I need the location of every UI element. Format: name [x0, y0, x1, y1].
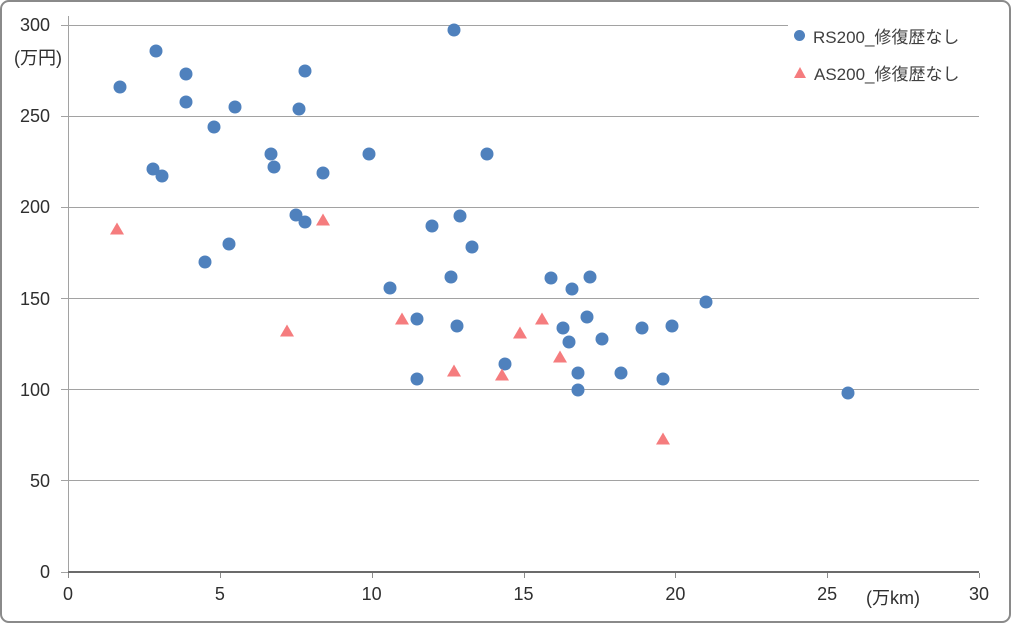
data-point-rs200 — [571, 383, 585, 397]
data-point-as200 — [495, 368, 510, 381]
gridline — [68, 389, 979, 391]
data-point-rs200 — [292, 102, 306, 116]
gridline — [68, 206, 979, 208]
data-point-rs200 — [264, 147, 278, 161]
data-point-rs200 — [556, 321, 570, 335]
data-point-rs200 — [447, 23, 461, 37]
data-point-rs200 — [444, 270, 458, 284]
data-point-rs200 — [544, 271, 558, 285]
data-point-rs200 — [222, 237, 236, 251]
data-point-as200 — [552, 350, 567, 363]
y-tick — [61, 480, 68, 482]
data-point-rs200 — [425, 219, 439, 233]
y-tick-label: 300 — [19, 15, 50, 35]
data-point-rs200 — [635, 321, 649, 335]
data-point-rs200 — [410, 312, 424, 326]
data-point-as200 — [446, 364, 461, 377]
x-tick-label: 20 — [665, 584, 686, 604]
data-point-rs200 — [362, 147, 376, 161]
y-tick-label: 0 — [39, 562, 50, 582]
data-point-rs200 — [113, 80, 127, 94]
data-point-as200 — [656, 432, 671, 445]
legend-item-as200: AS200_修復歴なし — [794, 54, 1006, 91]
data-point-as200 — [395, 312, 410, 325]
data-point-rs200 — [453, 209, 467, 223]
legend: RS200_修復歴なし AS200_修復歴なし — [788, 15, 1006, 93]
x-tick — [979, 573, 980, 578]
data-point-rs200 — [410, 372, 424, 386]
x-tick — [68, 573, 69, 578]
gridline — [68, 115, 979, 117]
data-point-rs200 — [565, 282, 579, 296]
data-point-rs200 — [571, 366, 585, 380]
data-point-rs200 — [450, 319, 464, 333]
x-tick-label: 5 — [214, 584, 225, 604]
data-point-rs200 — [595, 332, 609, 346]
x-tick — [827, 573, 829, 578]
data-point-as200 — [316, 213, 331, 226]
data-point-as200 — [513, 326, 528, 339]
data-point-rs200 — [155, 169, 169, 183]
x-tick-label: 10 — [361, 584, 382, 604]
data-point-rs200 — [198, 255, 212, 269]
data-point-rs200 — [228, 100, 242, 114]
y-tick — [61, 206, 68, 208]
data-point-rs200 — [665, 319, 679, 333]
data-point-rs200 — [267, 160, 281, 174]
data-point-rs200 — [614, 366, 628, 380]
x-tick — [371, 573, 373, 578]
data-point-rs200 — [298, 64, 312, 78]
data-point-rs200 — [583, 270, 597, 284]
x-tick — [523, 573, 525, 578]
data-point-rs200 — [298, 215, 312, 229]
y-tick-label: 100 — [19, 379, 50, 400]
x-tick-label: 30 — [968, 584, 990, 604]
legend-item-rs200: RS200_修復歴なし — [794, 17, 1006, 54]
x-tick — [675, 573, 677, 578]
data-point-rs200 — [465, 240, 479, 254]
y-tick — [61, 24, 68, 26]
data-point-rs200 — [149, 44, 163, 58]
gridline — [68, 480, 979, 482]
data-point-rs200 — [580, 310, 594, 324]
data-point-as200 — [279, 324, 294, 337]
y-tick — [61, 298, 68, 299]
triangle-marker-icon — [794, 67, 806, 78]
data-point-rs200 — [841, 386, 855, 400]
y-axis-unit-label: (万円) — [14, 48, 62, 68]
circle-marker-icon — [794, 30, 805, 41]
x-axis-unit-label: (万km) — [866, 588, 920, 608]
y-tick — [61, 389, 68, 391]
x-axis-line — [68, 571, 979, 573]
y-tick-label: 50 — [29, 470, 50, 491]
y-tick-label: 200 — [19, 197, 50, 218]
data-point-rs200 — [480, 147, 494, 161]
data-point-rs200 — [207, 120, 221, 134]
y-axis-line — [68, 16, 69, 572]
y-tick-label: 250 — [19, 106, 50, 127]
data-point-as200 — [534, 312, 549, 325]
y-tick — [61, 571, 68, 573]
data-point-rs200 — [562, 335, 576, 349]
x-tick-label: 0 — [62, 584, 74, 604]
data-point-rs200 — [179, 67, 193, 81]
legend-label-rs200: RS200_修復歴なし — [813, 28, 960, 47]
gridline — [68, 24, 979, 26]
data-point-rs200 — [179, 95, 193, 109]
gridline — [68, 298, 979, 299]
data-point-rs200 — [316, 166, 330, 180]
x-tick-label: 15 — [513, 584, 534, 604]
legend-label-as200: AS200_修復歴なし — [814, 65, 960, 84]
x-tick-label: 25 — [817, 584, 838, 604]
y-tick — [61, 115, 68, 117]
data-point-rs200 — [656, 372, 670, 386]
data-point-rs200 — [498, 357, 512, 371]
x-tick — [219, 573, 221, 578]
data-point-rs200 — [699, 295, 713, 309]
data-point-as200 — [109, 222, 124, 235]
y-tick-label: 150 — [19, 288, 50, 309]
data-point-rs200 — [383, 281, 397, 295]
